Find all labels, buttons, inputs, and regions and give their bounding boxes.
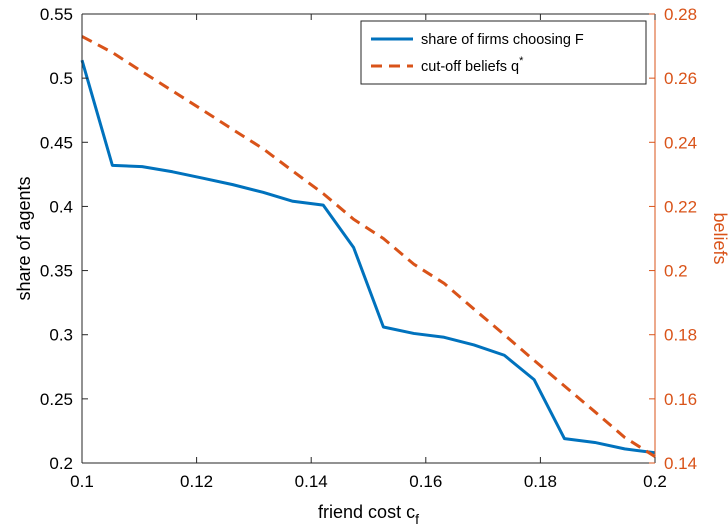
- left-y-tick-label: 0.45: [40, 133, 73, 152]
- left-y-tick-label: 0.4: [49, 197, 73, 216]
- right-y-tick-label: 0.2: [664, 262, 688, 281]
- left-y-tick-label: 0.3: [49, 326, 73, 345]
- series-line-2: [81, 35, 656, 458]
- x-axis-title-text: friend cost c: [318, 502, 415, 522]
- right-y-tick-label: 0.24: [664, 133, 697, 152]
- right-y-tick-label: 0.18: [664, 326, 697, 345]
- x-tick-label: 0.18: [524, 472, 557, 491]
- right-y-tick-label: 0.22: [664, 197, 697, 216]
- x-tick-label: 0.12: [180, 472, 213, 491]
- legend-label-1: share of firms choosing F: [421, 32, 584, 48]
- x-axis-title: friend cost cf: [318, 502, 419, 527]
- left-y-tick-label: 0.55: [40, 5, 73, 24]
- left-y-tick-label: 0.5: [49, 69, 73, 88]
- series-layer: [80, 35, 656, 458]
- right-y-tick-label: 0.16: [664, 390, 697, 409]
- left-y-tick-label: 0.35: [40, 262, 73, 281]
- legend-label-text: cut-off beliefs q: [421, 59, 519, 75]
- left-y-tick-label: 0.25: [40, 390, 73, 409]
- right-axis-title: beliefs: [710, 212, 728, 264]
- x-tick-label: 0.16: [409, 472, 442, 491]
- right-y-tick-label: 0.28: [664, 5, 697, 24]
- x-tick-label: 0.14: [295, 472, 328, 491]
- x-axis-title-subscript: f: [415, 511, 419, 527]
- legend-label-superscript: *: [519, 55, 524, 67]
- axes-layer: 0.1 0.12 0.14 0.16 0.18 0.2 0.2 0.25 0.3 0.35 0.4 0…: [14, 5, 728, 527]
- legend-label-text: share of firms choosing F: [421, 32, 584, 48]
- legend: share of firms choosing F cut-off beliefs…: [360, 20, 647, 85]
- x-tick-label: 0.2: [643, 472, 667, 491]
- legend-label-2: cut-off beliefs q*: [421, 55, 524, 75]
- right-y-tick-label: 0.26: [664, 69, 697, 88]
- series-line-1: [80, 59, 656, 455]
- left-y-tick-label: 0.2: [49, 454, 73, 473]
- x-tick-label: 0.1: [70, 472, 94, 491]
- legend-box: [360, 20, 647, 85]
- left-axis-title: share of agents: [14, 176, 34, 300]
- right-y-tick-label: 0.14: [664, 454, 697, 473]
